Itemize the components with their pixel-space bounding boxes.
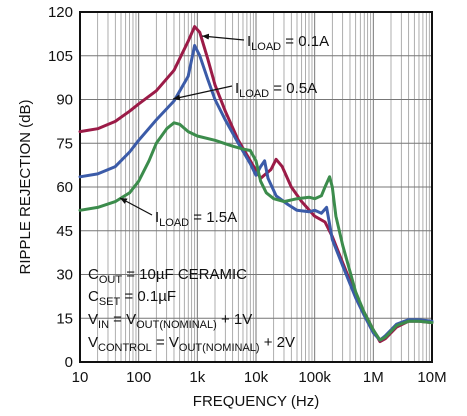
condition-line: COUT = 10µF CERAMIC <box>88 266 247 286</box>
x-tick-label: 10M <box>417 369 446 386</box>
series-label: ILOAD = 1.5A <box>155 209 237 229</box>
tick-labels: 10 100 1k 10k 100k 1M 10M 0 15 30 45 60 75 90 105 120 <box>48 4 447 386</box>
condition-line: CSET = 0.1µF <box>88 288 176 308</box>
y-tick-label: 60 <box>56 179 73 196</box>
x-tick-label: 100 <box>126 369 151 386</box>
plot-frame <box>79 11 433 363</box>
y-tick-label: 105 <box>48 48 73 65</box>
y-tick-label: 15 <box>56 310 73 327</box>
y-tick-label: 45 <box>56 223 73 240</box>
y-tick-label: 120 <box>48 4 73 21</box>
series-line-2 <box>78 121 434 342</box>
x-tick-label: 1M <box>363 369 384 386</box>
x-tick-label: 10k <box>244 369 269 386</box>
series-label: ILOAD = 0.5A <box>235 80 317 100</box>
series-line-1 <box>78 44 434 342</box>
y-tick-label: 90 <box>56 92 73 109</box>
series-labels: ILOAD = 0.1A ILOAD = 0.5A ILOAD = 1.5A <box>119 33 329 229</box>
condition-line: VCONTROL = VOUT(NOMINAL) + 2V <box>88 334 295 354</box>
x-tick-label: 100k <box>298 369 331 386</box>
series-layer <box>78 25 434 344</box>
series-label-leader <box>172 85 233 101</box>
condition-line: VIN = VOUT(NOMINAL) + 1V <box>88 311 252 331</box>
y-tick-label: 75 <box>56 135 73 152</box>
x-axis-title: FREQUENCY (Hz) <box>193 393 319 410</box>
y-tick-label: 0 <box>65 354 73 371</box>
y-tick-label: 30 <box>56 267 73 284</box>
x-tick-label: 10 <box>72 369 89 386</box>
series-label-leader <box>119 197 153 216</box>
series-label-leader <box>201 33 245 41</box>
series-label: ILOAD = 0.1A <box>247 33 329 53</box>
y-axis-title: RIPPLE REJECTION (dB) <box>17 99 34 274</box>
x-tick-label: 1k <box>189 369 205 386</box>
